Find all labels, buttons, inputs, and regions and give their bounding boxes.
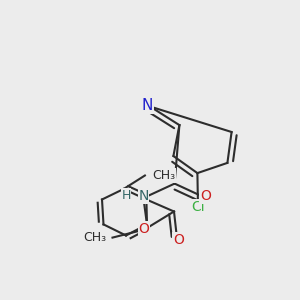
Text: N: N [142, 98, 153, 113]
Text: O: O [173, 233, 184, 247]
Text: CH₃: CH₃ [83, 231, 106, 244]
Text: CH₃: CH₃ [152, 169, 176, 182]
Text: H: H [121, 189, 131, 202]
Text: O: O [200, 190, 211, 203]
Text: O: O [139, 222, 149, 236]
Text: N: N [138, 190, 148, 203]
Text: Cl: Cl [191, 200, 205, 214]
